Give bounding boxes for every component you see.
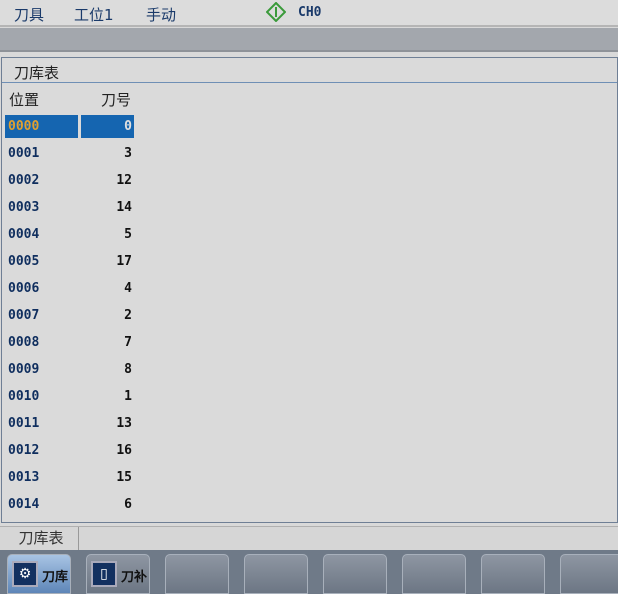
table-row[interactable]: 0009 8 [2,358,142,381]
tool-offset-icon: ▯ [91,561,117,587]
tool-label: 刀具 [14,6,45,24]
cell-tool-no: 0 [81,115,134,138]
cell-position: 0004 [8,227,40,242]
cell-tool-no: 3 [124,146,132,161]
tool-magazine-panel: 刀库表 位置 刀号 0000 0 0001 3 0002 12 0003 14 0004 5 000… [1,57,618,523]
cell-position: 0011 [8,416,40,431]
cell-tool-no: 7 [124,335,132,350]
softkey-tool-offset[interactable]: ▯ 刀补 [86,554,150,594]
divider [2,82,617,83]
cell-position: 0012 [8,443,40,458]
cell-position: 0010 [8,389,40,404]
softkey-label: 刀补 [121,570,148,585]
cell-tool-no: 5 [124,227,132,242]
cell-tool-no: 12 [116,173,132,188]
table-row[interactable]: 0002 12 [2,169,142,192]
tab-tool-magazine[interactable]: 刀库表 [4,527,79,551]
cell-tool-no: 1 [124,389,132,404]
table-row[interactable]: 0013 15 [2,466,142,489]
cell-tool-no: 17 [116,254,132,269]
header-tool-no: 刀号 [101,91,132,109]
cell-position: 0006 [8,281,40,296]
table-row[interactable]: 0011 13 [2,412,142,435]
table-row[interactable]: 0012 16 [2,439,142,462]
softkey-empty-7[interactable] [481,554,545,594]
cell-position: 0000 [5,115,78,138]
cell-position: 0014 [8,497,40,512]
cell-tool-no: 13 [116,416,132,431]
softkey-empty-4[interactable] [244,554,308,594]
softkey-empty-5[interactable] [323,554,387,594]
diamond-cycle-start-icon [265,1,287,26]
softkey-empty-3[interactable] [165,554,229,594]
mode-label: 手动 [146,6,177,24]
cell-tool-no: 2 [124,308,132,323]
cell-position: 0009 [8,362,40,377]
header-position: 位置 [9,91,40,109]
status-bar: 刀具 工位1 手动 CH0 [0,0,618,27]
cell-tool-no: 4 [124,281,132,296]
tab-bar: 刀库表 [0,526,618,551]
table-row[interactable]: 0006 4 [2,277,142,300]
softkey-empty-8[interactable] [560,554,618,594]
cell-position: 0013 [8,470,40,485]
softkey-empty-6[interactable] [402,554,466,594]
softkey-tool-magazine[interactable]: ⚙ 刀库 [7,554,71,594]
table-row[interactable]: 0001 3 [2,142,142,165]
cell-position: 0008 [8,335,40,350]
cell-position: 0003 [8,200,40,215]
table-row[interactable]: 0007 2 [2,304,142,327]
panel-title: 刀库表 [14,64,60,82]
cell-position: 0002 [8,173,40,188]
table-row[interactable]: 0000 0 [2,115,142,138]
softkey-bar: ⚙ 刀库 ▯ 刀补 [0,550,618,594]
cell-position: 0005 [8,254,40,269]
cell-tool-no: 14 [116,200,132,215]
message-band [0,28,618,52]
cell-position: 0007 [8,308,40,323]
table-row[interactable]: 0008 7 [2,331,142,354]
cell-position: 0001 [8,146,40,161]
cell-tool-no: 6 [124,497,132,512]
gear-icon: ⚙ [12,561,38,587]
softkey-label: 刀库 [42,570,69,585]
cell-tool-no: 8 [124,362,132,377]
table-row[interactable]: 0014 6 [2,493,142,516]
cell-tool-no: 15 [116,470,132,485]
cell-tool-no: 16 [116,443,132,458]
channel-label: CH0 [298,5,322,20]
table-row[interactable]: 0010 1 [2,385,142,408]
table-row[interactable]: 0005 17 [2,250,142,273]
table-row[interactable]: 0004 5 [2,223,142,246]
station-label: 工位1 [74,6,114,24]
table-row[interactable]: 0003 14 [2,196,142,219]
